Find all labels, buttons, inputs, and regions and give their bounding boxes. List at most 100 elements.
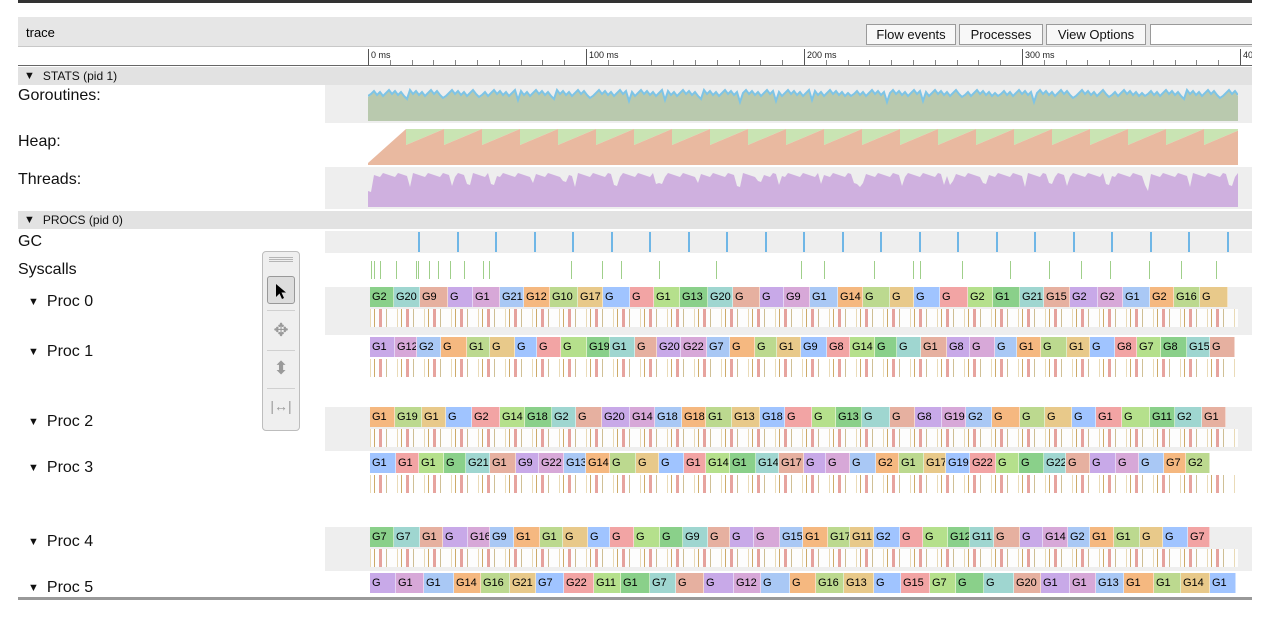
goroutine-slice[interactable]: G2 <box>370 287 394 307</box>
collapse-triangle-icon[interactable]: ▼ <box>28 296 39 308</box>
goroutine-slice[interactable]: G7 <box>394 527 420 547</box>
syscall-event-tick[interactable] <box>380 261 381 279</box>
goroutine-slice[interactable]: G2 <box>552 407 576 427</box>
goroutine-slice[interactable]: G <box>576 407 602 427</box>
gc-event-tick[interactable] <box>610 232 613 252</box>
goroutine-slice[interactable]: G1 <box>1154 573 1181 593</box>
search-input[interactable] <box>1150 24 1252 45</box>
goroutine-slice[interactable]: G8 <box>915 407 942 427</box>
goroutine-slice[interactable]: G <box>755 337 777 357</box>
syscall-event-tick[interactable] <box>416 261 417 279</box>
goroutine-slice[interactable]: G9 <box>420 287 448 307</box>
goroutine-slice[interactable]: G12 <box>395 337 417 357</box>
goroutine-slice[interactable]: G <box>1072 407 1096 427</box>
goroutine-slice[interactable]: G12 <box>524 287 550 307</box>
goroutines-counter-chart[interactable] <box>368 87 1238 121</box>
goroutine-slice[interactable]: G20 <box>394 287 420 307</box>
goroutine-slice[interactable]: G2 <box>1150 287 1174 307</box>
gc-event-tick[interactable] <box>957 232 959 252</box>
view-options-button[interactable]: View Options <box>1046 24 1146 45</box>
goroutine-slice[interactable]: G19 <box>946 453 970 473</box>
gc-event-tick[interactable] <box>841 232 844 252</box>
gc-event-tick[interactable] <box>1034 232 1036 252</box>
goroutine-slice[interactable]: G <box>730 527 754 547</box>
select-tool-icon[interactable] <box>267 276 295 304</box>
syscall-event-tick[interactable] <box>801 261 802 279</box>
goroutine-slice[interactable]: G <box>704 573 734 593</box>
processes-button[interactable]: Processes <box>959 24 1043 45</box>
collapse-triangle-icon[interactable]: ▼ <box>28 582 39 594</box>
goroutine-slice[interactable]: G22 <box>539 453 564 473</box>
goroutine-slice[interactable]: G <box>897 337 921 357</box>
gc-event-tick[interactable] <box>1111 232 1113 252</box>
goroutine-slice[interactable]: G1 <box>1096 407 1122 427</box>
goroutine-slice[interactable]: G1 <box>424 573 454 593</box>
goroutine-slice[interactable]: G <box>1163 527 1188 547</box>
goroutine-slice[interactable]: G <box>444 453 466 473</box>
goroutine-slice[interactable]: G <box>900 527 923 547</box>
syscall-event-tick[interactable] <box>1010 261 1011 279</box>
goroutine-slice[interactable]: G <box>754 527 780 547</box>
goroutine-slice[interactable]: G9 <box>784 287 810 307</box>
goroutine-slice[interactable]: G <box>443 527 468 547</box>
gc-track[interactable] <box>325 231 1252 253</box>
goroutine-slice[interactable]: G2 <box>968 287 993 307</box>
goroutine-slice[interactable]: G1 <box>610 337 635 357</box>
goroutine-slice[interactable]: G <box>610 453 636 473</box>
goroutine-slice[interactable]: G22 <box>564 573 594 593</box>
procs-section-header[interactable]: ▼ PROCS (pid 0) <box>18 211 1252 229</box>
goroutine-slice[interactable]: G2 <box>1186 453 1210 473</box>
syscall-event-tick[interactable] <box>438 261 439 279</box>
goroutine-slice[interactable]: G1 <box>777 337 801 357</box>
goroutine-slice[interactable]: G7 <box>536 573 564 593</box>
proc-label[interactable]: ▼ Proc 5 <box>28 579 93 597</box>
goroutine-slice[interactable]: G <box>875 337 897 357</box>
goroutine-slice[interactable]: G <box>1200 287 1228 307</box>
proc-event-markers[interactable] <box>370 309 1238 327</box>
collapse-triangle-icon[interactable]: ▼ <box>24 70 35 82</box>
goroutine-slice[interactable]: G12 <box>734 573 761 593</box>
goroutine-slice[interactable]: G1 <box>921 337 947 357</box>
goroutine-slice[interactable]: G1 <box>810 287 838 307</box>
syscall-event-tick[interactable] <box>621 261 622 279</box>
syscall-event-tick[interactable] <box>429 261 430 279</box>
goroutine-slice[interactable]: G <box>563 527 588 547</box>
goroutine-slice[interactable]: G21 <box>510 573 536 593</box>
gc-event-tick[interactable] <box>726 232 728 252</box>
goroutine-slice[interactable]: G1 <box>490 453 516 473</box>
syscall-event-tick[interactable] <box>920 261 921 279</box>
goroutine-slice[interactable]: G2 <box>1070 287 1098 307</box>
goroutine-slice[interactable]: G <box>660 527 683 547</box>
syscall-event-tick[interactable] <box>913 261 914 279</box>
goroutine-slice[interactable]: G20 <box>657 337 681 357</box>
goroutine-slice[interactable]: G <box>994 527 1020 547</box>
goroutine-slice[interactable]: G <box>1020 407 1045 427</box>
goroutine-slice[interactable]: G7 <box>1164 453 1186 473</box>
gc-event-tick[interactable] <box>1226 232 1229 252</box>
syscall-event-tick[interactable] <box>374 261 375 279</box>
goroutine-slice[interactable]: G <box>1045 407 1072 427</box>
flow-events-button[interactable]: Flow events <box>866 24 956 45</box>
goroutine-slice[interactable]: G18 <box>655 407 682 427</box>
goroutine-slice[interactable]: G <box>1116 453 1139 473</box>
goroutine-slice[interactable]: G <box>940 287 968 307</box>
gc-event-tick[interactable] <box>880 232 882 252</box>
goroutine-slice[interactable]: G <box>630 287 654 307</box>
syscall-event-tick[interactable] <box>464 261 465 279</box>
goroutine-slice[interactable]: G7 <box>1137 337 1161 357</box>
collapse-triangle-icon[interactable]: ▼ <box>24 214 35 226</box>
goroutine-slice[interactable]: G19 <box>942 407 966 427</box>
goroutine-slice[interactable]: G14 <box>838 287 863 307</box>
gc-event-tick[interactable] <box>687 232 690 252</box>
goroutine-slice[interactable]: G1 <box>467 337 490 357</box>
goroutine-slice[interactable]: G17 <box>578 287 603 307</box>
gc-event-tick[interactable] <box>533 232 536 252</box>
goroutine-slice[interactable]: G <box>956 573 984 593</box>
goroutine-slice[interactable]: G <box>603 287 630 307</box>
syscall-event-tick[interactable] <box>1216 261 1217 279</box>
goroutine-slice[interactable]: G <box>610 527 634 547</box>
goroutine-slice[interactable]: G <box>760 287 784 307</box>
goroutine-slice[interactable]: G21 <box>1020 287 1044 307</box>
goroutine-slice[interactable]: G13 <box>732 407 760 427</box>
goroutine-slice[interactable]: G20 <box>1014 573 1041 593</box>
